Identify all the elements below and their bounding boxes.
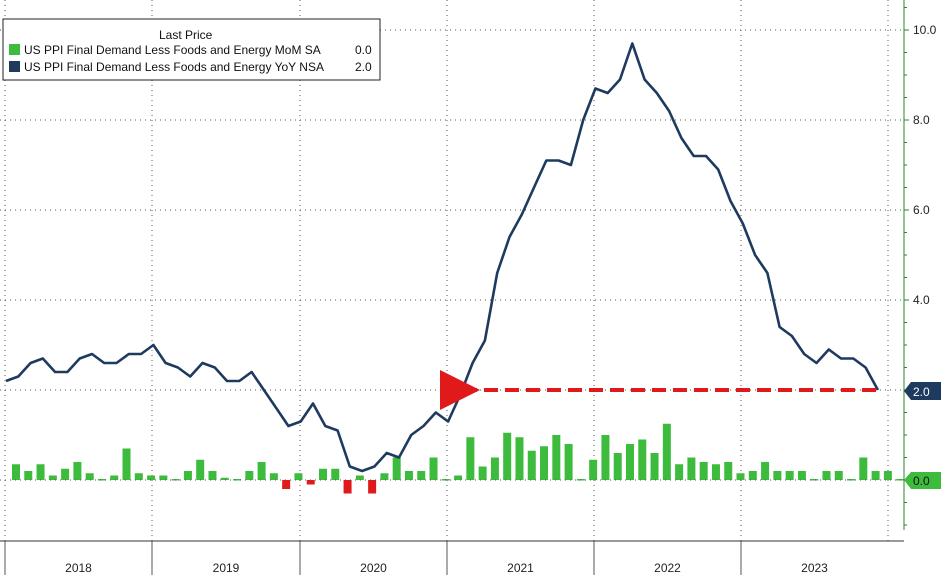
mom-bar <box>699 462 708 480</box>
mom-bar <box>650 453 659 480</box>
mom-bar <box>12 464 20 480</box>
y-tick-label: 6.0 <box>913 203 930 217</box>
year-label: 2022 <box>654 561 681 575</box>
mom-bar <box>515 437 524 480</box>
mom-bar <box>24 471 33 480</box>
mom-bar <box>613 453 622 480</box>
mom-bar <box>355 475 364 480</box>
mom-bar <box>490 457 499 480</box>
mom-bars <box>12 423 929 494</box>
mom-bar <box>183 471 192 480</box>
mom-bar <box>478 466 487 480</box>
mom-bar <box>834 471 843 480</box>
mom-bar <box>417 471 426 480</box>
mom-bar <box>233 479 242 481</box>
y-tick-label: 10.0 <box>913 23 937 37</box>
mom-bar <box>306 480 315 485</box>
year-label: 2021 <box>507 561 534 575</box>
mom-bar <box>245 471 254 480</box>
mom-bar <box>454 475 463 480</box>
mom-bar <box>392 457 401 480</box>
mom-bar <box>73 462 82 480</box>
mom-bar <box>822 471 831 480</box>
mom-bar <box>748 471 757 480</box>
mom-bar <box>208 471 217 480</box>
mom-bar <box>736 473 745 480</box>
mom-bar <box>134 473 143 480</box>
mom-last-value-badge: 0.0 <box>904 472 941 489</box>
mom-bar <box>797 471 806 480</box>
y-tick-label: 4.0 <box>913 293 930 307</box>
year-label: 2020 <box>360 561 387 575</box>
legend-label-mom: US PPI Final Demand Less Foods and Energ… <box>24 43 321 57</box>
mom-bar <box>404 471 413 480</box>
mom-bar <box>810 479 819 481</box>
mom-bar <box>638 439 647 480</box>
mom-bar <box>36 464 45 480</box>
mom-bar <box>724 462 733 480</box>
mom-bar <box>466 437 475 480</box>
mom-bar <box>85 473 94 480</box>
mom-bar <box>48 475 57 480</box>
mom-bar <box>196 459 205 480</box>
mom-bar <box>859 457 868 480</box>
legend: Last Price US PPI Final Demand Less Food… <box>2 18 381 81</box>
mom-bar <box>319 468 327 480</box>
mom-bar <box>662 423 671 480</box>
legend-value-mom: 0.0 <box>355 43 372 57</box>
yoy-last-value-text: 2.0 <box>913 385 930 399</box>
legend-swatch-yoy <box>9 61 20 72</box>
mom-bar <box>220 477 229 480</box>
mom-bar <box>97 479 106 481</box>
yoy-last-value-badge: 2.0 <box>904 382 941 400</box>
mom-bar <box>331 468 340 480</box>
yoy-line-layer <box>5 42 880 473</box>
year-label: 2023 <box>801 561 828 575</box>
mom-bar <box>380 473 389 480</box>
x-axis-ticks: 2018 2019 2020 2021 2022 2023 <box>4 541 828 575</box>
mom-bar <box>282 480 291 489</box>
mom-bar <box>257 462 266 480</box>
mom-bar <box>110 475 119 480</box>
mom-bar <box>785 471 794 480</box>
mom-bar <box>601 435 610 480</box>
mom-bar <box>589 459 598 480</box>
legend-title: Last Price <box>159 28 213 42</box>
mom-bar <box>159 475 168 480</box>
legend-value-yoy: 2.0 <box>355 60 372 74</box>
gridlines <box>0 0 904 541</box>
mom-bar <box>773 471 782 480</box>
mom-bar <box>343 480 352 494</box>
mom-bar <box>294 473 303 480</box>
y-axis-ticks: 10.0 8.0 6.0 4.0 <box>904 7 937 526</box>
mom-bar <box>61 468 70 480</box>
mom-bar <box>711 464 720 480</box>
mom-bar <box>269 473 278 480</box>
mom-bar <box>368 480 377 494</box>
mom-bar <box>429 457 438 480</box>
mom-bar <box>687 457 696 480</box>
mom-bar <box>122 448 131 480</box>
mom-last-value-text: 0.0 <box>913 474 930 488</box>
mom-bar <box>626 444 634 480</box>
legend-label-yoy: US PPI Final Demand Less Foods and Energ… <box>24 60 324 74</box>
mom-bar <box>871 471 880 480</box>
mom-bar <box>761 462 770 480</box>
mom-bar <box>552 435 561 480</box>
mom-bar <box>147 475 156 480</box>
mom-bar <box>527 450 536 480</box>
yoy-line <box>5 42 880 473</box>
mom-bar <box>883 471 892 480</box>
mom-bar <box>564 444 573 480</box>
mom-bar <box>503 432 512 480</box>
y-tick-label: 8.0 <box>913 113 930 127</box>
year-label: 2019 <box>213 561 240 575</box>
legend-swatch-mom <box>9 44 20 55</box>
legend-box <box>2 18 381 81</box>
year-label: 2018 <box>65 561 92 575</box>
mom-bar <box>540 446 549 480</box>
mom-bar <box>847 479 856 481</box>
mom-bar <box>675 464 684 480</box>
